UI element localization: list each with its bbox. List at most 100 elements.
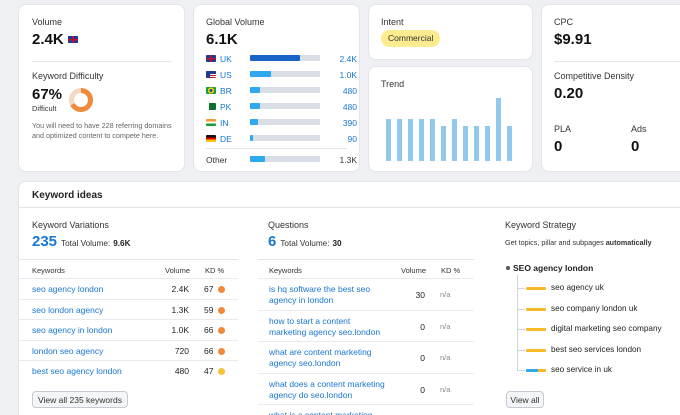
kd-indicator-dot: [218, 347, 225, 355]
country-volume-fill: [250, 87, 260, 93]
country-volume-fill: [250, 135, 253, 141]
strategy-branch: [517, 288, 525, 289]
question-line-2[interactable]: agency in london: [269, 295, 334, 305]
country-code[interactable]: UK: [220, 53, 232, 64]
variation-kd: 67: [204, 284, 214, 294]
variations-total-label: Total Volume:: [61, 239, 111, 248]
country-row[interactable]: UK 2.4K: [206, 53, 358, 64]
pla-value: 0: [554, 138, 563, 155]
row-divider: [258, 404, 474, 405]
variation-volume: 1.3K: [171, 304, 190, 315]
strategy-item[interactable]: digital marketing seo company: [551, 324, 662, 333]
strategy-view-all-button[interactable]: View all: [506, 391, 544, 408]
question-line-2[interactable]: agency seo.london: [269, 358, 341, 368]
strategy-item[interactable]: seo company london uk: [551, 303, 638, 313]
question-link[interactable]: what are content marketing agency seo.lo…: [269, 347, 372, 369]
country-row[interactable]: BR 480: [206, 85, 357, 96]
trend-bar: [430, 118, 435, 161]
variations-total-value: 9.6K: [113, 239, 131, 248]
intent-card: Intent Commercial: [368, 4, 533, 60]
divider: [19, 207, 680, 208]
country-other-fill: [250, 156, 266, 162]
country-row[interactable]: IN 390: [206, 117, 357, 128]
questions-col-volume: Volume: [401, 266, 427, 275]
row-divider: [258, 278, 474, 279]
variation-keyword-link[interactable]: seo london agency: [32, 304, 104, 315]
country-volume-value[interactable]: 90: [347, 133, 357, 144]
variation-keyword-link[interactable]: seo agency in london: [32, 325, 113, 335]
question-line-2[interactable]: marketing agency seo.london: [269, 326, 381, 337]
strategy-item-bar: [526, 328, 546, 331]
question-line-1[interactable]: what are content marketing: [269, 347, 372, 357]
country-volume-value[interactable]: 480: [342, 101, 357, 112]
row-divider: [258, 372, 474, 374]
country-row[interactable]: PK 480: [206, 101, 357, 112]
question-link[interactable]: what does a content marketing agency do …: [269, 379, 385, 401]
variation-keyword-link[interactable]: london seo agency: [32, 345, 104, 356]
question-link[interactable]: what is a content marketing: [269, 410, 372, 415]
country-volume-fill: [250, 119, 259, 125]
global-volume-card: Global Volume 6.1K UK 2.4K US 1.0K BR 48…: [193, 4, 360, 172]
strategy-root-dot: [506, 266, 510, 270]
trend-bar: [386, 118, 391, 161]
keyword-ideas-card: Keyword ideas Keyword Variations 235 Tot…: [18, 181, 680, 415]
country-row-other: Other 1.3K: [206, 154, 357, 165]
row-divider: [258, 341, 474, 342]
strategy-branch: [517, 308, 525, 310]
country-volume-fill: [250, 55, 301, 61]
strategy-item[interactable]: seo agency uk: [551, 283, 604, 292]
question-kd: n/a: [440, 353, 451, 362]
keyword-difficulty-value: 67%: [32, 86, 63, 103]
questions-title: Questions: [268, 220, 309, 230]
variations-title: Keyword Variations: [32, 220, 109, 230]
ads-value: 0: [631, 138, 640, 155]
questions-col-kd: KD %: [441, 266, 461, 275]
country-row[interactable]: US 1.0K: [206, 69, 358, 80]
trend-bar: [452, 118, 457, 161]
country-code[interactable]: DE: [220, 133, 232, 144]
question-kd: n/a: [440, 321, 451, 331]
volume-card: Volume 2.4K Keyword Difficulty 67% Diffi…: [18, 4, 185, 172]
kd-indicator-dot: [218, 327, 225, 334]
country-volume-value[interactable]: 2.4K: [339, 53, 358, 64]
cpc-label: CPC: [554, 17, 574, 27]
question-line-1[interactable]: is hq software the best seo: [269, 284, 371, 294]
country-volume-value[interactable]: 480: [342, 85, 357, 96]
divider: [19, 259, 238, 260]
questions-count[interactable]: 6: [268, 233, 277, 250]
variation-keyword-link[interactable]: seo agency london: [32, 284, 104, 294]
variations-col-kd: KD %: [205, 266, 225, 275]
strategy-item[interactable]: best seo services london: [551, 344, 642, 354]
question-link[interactable]: is hq software the best seo agency in lo…: [269, 284, 370, 306]
strategy-root[interactable]: SEO agency london: [513, 263, 594, 273]
variation-keyword-link[interactable]: best seo agency london: [32, 366, 122, 376]
keyword-ideas-title: Keyword ideas: [32, 190, 103, 201]
trend-bar: [507, 125, 512, 161]
country-volume-value[interactable]: 390: [342, 117, 357, 128]
country-row[interactable]: DE 90: [206, 133, 357, 144]
trend-label: Trend: [381, 79, 405, 89]
variation-volume: 480: [174, 366, 189, 376]
question-line-1[interactable]: what is a content marketing: [269, 410, 373, 415]
question-volume: 30: [415, 290, 425, 300]
strategy-item[interactable]: seo service in uk: [551, 365, 612, 374]
br-flag-icon: [206, 87, 216, 94]
variations-count[interactable]: 235: [32, 233, 58, 250]
country-volume-value[interactable]: 1.0K: [339, 69, 358, 80]
country-code[interactable]: BR: [220, 85, 232, 96]
question-link[interactable]: how to start a content marketing agency …: [269, 316, 380, 338]
question-line-1[interactable]: how to start a content: [269, 315, 351, 326]
questions-total-label: Total Volume:: [280, 239, 330, 248]
trend-bar: [485, 125, 490, 161]
country-code[interactable]: PK: [220, 101, 232, 112]
question-line-2[interactable]: agency do seo.london: [269, 389, 353, 400]
divider: [32, 61, 171, 62]
view-all-keywords-button[interactable]: View all 235 keywords: [32, 391, 128, 408]
volume-value: 2.4K: [32, 31, 64, 48]
divider: [258, 259, 474, 260]
country-code[interactable]: US: [220, 69, 232, 80]
row-divider: [19, 360, 238, 361]
row-divider: [19, 319, 238, 320]
question-line-1[interactable]: what does a content marketing: [269, 378, 385, 389]
country-code[interactable]: IN: [220, 117, 229, 128]
